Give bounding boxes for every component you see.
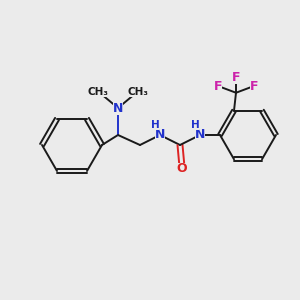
Text: F: F <box>214 80 222 93</box>
Text: N: N <box>113 101 123 115</box>
Text: N: N <box>155 128 165 140</box>
Text: H: H <box>151 120 159 130</box>
Text: CH₃: CH₃ <box>128 87 148 97</box>
Text: O: O <box>177 163 187 176</box>
Text: H: H <box>190 120 200 130</box>
Text: F: F <box>250 80 258 93</box>
Text: N: N <box>195 128 205 140</box>
Text: CH₃: CH₃ <box>88 87 109 97</box>
Text: F: F <box>232 71 240 84</box>
